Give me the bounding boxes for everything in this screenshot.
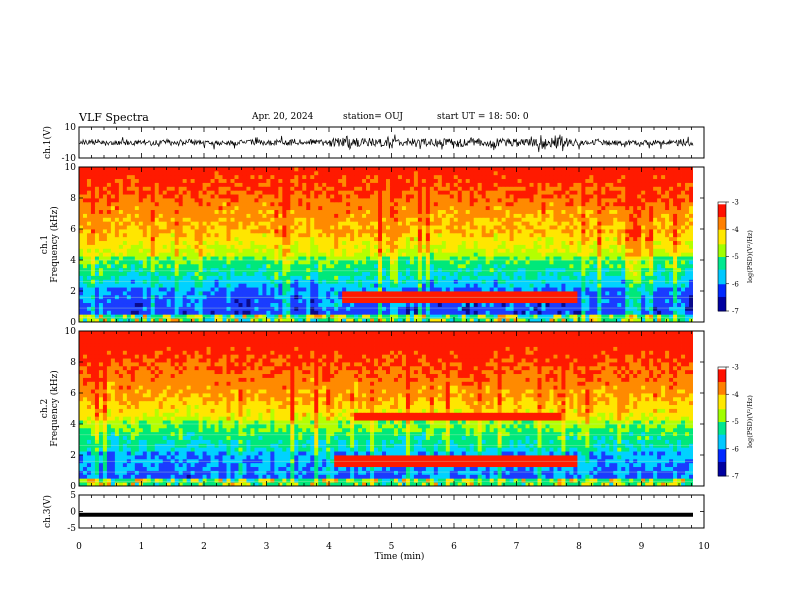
- y-axis-label-spectrogram-ch2: ch.2 Frequency (kHz): [40, 370, 60, 447]
- no-data-strip-spectrogram-ch2: [693, 331, 704, 486]
- y-tick-labels-spectrogram-ch1: 0 2 4 6 8 10: [65, 163, 704, 328]
- y-tick-label: 0: [70, 318, 76, 328]
- y-tick-label: 0: [70, 482, 76, 492]
- y-axis-label-spectrogram-ch1: ch.1 Frequency (kHz): [40, 206, 60, 283]
- colorbar-tick-label: -6: [732, 280, 739, 288]
- y-axis-label-line: Frequency (kHz): [49, 206, 60, 283]
- y-tick-label: 6: [70, 389, 76, 399]
- x-tick-label: 9: [639, 542, 645, 552]
- y-tick-label: 2: [70, 451, 76, 461]
- x-tick-label: 7: [514, 542, 520, 552]
- colorbar-tick-label: -6: [732, 445, 739, 453]
- spectrogram-cells-spectrogram-ch2: [79, 331, 694, 487]
- y-tick-label: 10: [65, 123, 77, 133]
- y-axis-label-waveform-ch3: ch.3(V): [42, 495, 53, 528]
- colorbar-tick-label: -7: [732, 308, 739, 316]
- y-axis-label-line: ch.2: [40, 399, 50, 418]
- y-tick-label: 0: [70, 508, 76, 518]
- x-tick-label: 4: [326, 542, 332, 552]
- y-axis-label-line: ch.3(V): [42, 495, 53, 528]
- x-tick-label: 1: [139, 542, 145, 552]
- y-tick-label: -5: [67, 524, 76, 534]
- header-date: Apr. 20, 2024: [252, 112, 314, 122]
- y-tick-labels-waveform-ch1: 10 -10: [62, 123, 704, 164]
- y-tick-label: 10: [65, 327, 77, 337]
- header-start-time: start UT = 18: 50: 0: [437, 112, 529, 122]
- x-axis-title: Time (min): [375, 551, 425, 562]
- y-tick-label: 2: [70, 287, 76, 297]
- y-tick-labels-waveform-ch3: 5 0 -5: [67, 491, 704, 534]
- x-tick-label: 0: [76, 542, 82, 552]
- header-station: station= OUJ: [343, 112, 404, 122]
- panel-frame-waveform-ch1: [78, 126, 705, 159]
- colorbar-label: log(PSD)(V²/Hz): [746, 395, 754, 448]
- x-tick-label: 10: [698, 542, 710, 552]
- panel-frame-spectrogram-ch2: [78, 330, 705, 487]
- y-tick-label: 10: [65, 163, 77, 173]
- x-tick-label: 8: [576, 542, 582, 552]
- y-tick-label: 6: [70, 225, 76, 235]
- y-tick-label: -10: [62, 154, 77, 164]
- y-tick-label: 8: [70, 358, 76, 368]
- y-tick-label: 5: [70, 491, 76, 501]
- panel-frame-spectrogram-ch1: [78, 166, 705, 323]
- colorbar-tick-label: -5: [732, 253, 739, 261]
- y-tick-label: 8: [70, 194, 76, 204]
- x-tick-label: 3: [264, 542, 270, 552]
- axis-ticks-waveform-ch3: [78, 495, 705, 528]
- colorbar-tick-label: -4: [732, 226, 739, 234]
- colorbar-spectrogram-ch2: -3 -4 -5 -6 -7 log(PSD)(V²/Hz): [717, 364, 754, 481]
- colorbar-spectrogram-ch1: -3 -4 -5 -6 -7 log(PSD)(V²/Hz): [717, 199, 754, 316]
- x-tick-label: 6: [451, 542, 457, 552]
- y-tick-labels-spectrogram-ch2: 0 2 4 6 8 10: [65, 327, 704, 492]
- y-axis-label-line: ch.1: [40, 235, 50, 254]
- header-title: VLF Spectra: [79, 111, 149, 124]
- y-tick-label: 4: [70, 420, 76, 430]
- colorbar-tick-label: -7: [732, 473, 739, 481]
- waveform-trace-ch1: [78, 134, 694, 153]
- colorbar-tick-label: -4: [732, 391, 739, 399]
- x-tick-label: 5: [389, 542, 395, 552]
- colorbar-label: log(PSD)(V²/Hz): [746, 230, 754, 283]
- y-axis-label-line: Frequency (kHz): [49, 370, 60, 447]
- x-tick-label: 2: [201, 542, 207, 552]
- colorbar-tick-label: -3: [732, 364, 739, 372]
- x-axis-labels: 0 1 2 3 4 5 6 7 8 9 10 Time (min): [76, 542, 710, 562]
- y-axis-label-waveform-ch1: ch.1(V): [42, 126, 53, 159]
- y-axis-label-line: ch.1(V): [42, 126, 53, 159]
- colorbar-tick-label: -5: [732, 418, 739, 426]
- no-data-strip-spectrogram-ch1: [693, 167, 704, 322]
- spectrogram-cells-spectrogram-ch1: [79, 167, 694, 323]
- colorbar-tick-label: -3: [732, 199, 739, 207]
- y-tick-label: 4: [70, 256, 76, 266]
